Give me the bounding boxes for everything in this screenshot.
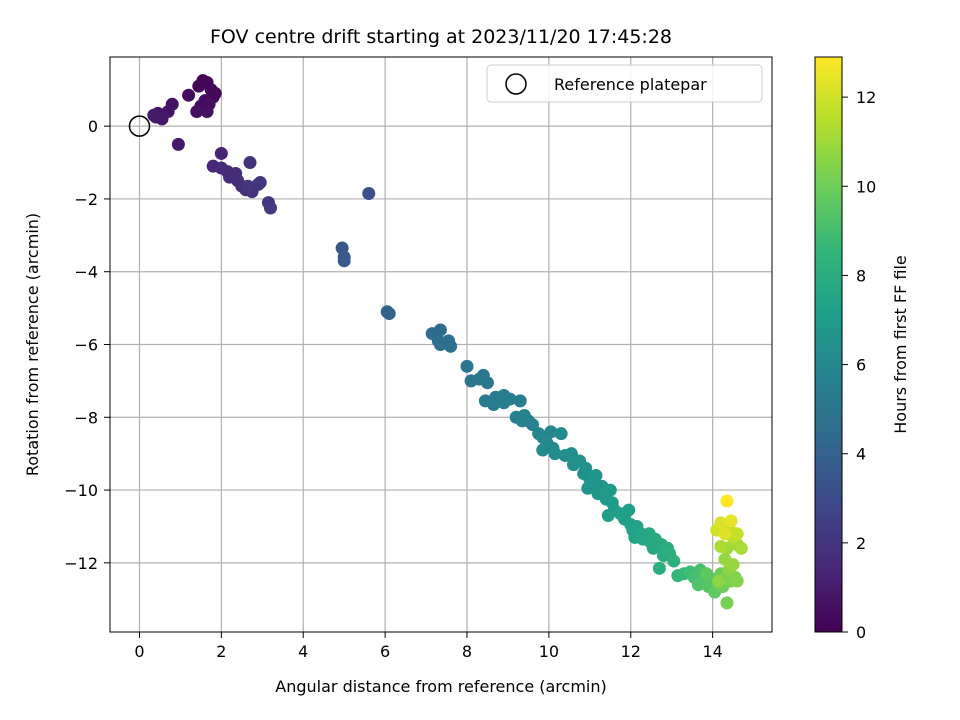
scatter-point [192,79,206,93]
legend: Reference platepar [486,64,763,103]
colorbar-tick-label: 2 [856,534,866,553]
y-tick-label: 0 [88,117,98,136]
scatter-point [214,146,228,160]
scatter-point [726,558,740,572]
scatter-point [589,469,603,483]
scatter-point [487,398,501,412]
chart-title: FOV centre drift starting at 2023/11/20 … [210,26,672,48]
colorbar-tick-label: 10 [856,177,876,196]
scatter-point [253,176,267,190]
scatter-point [190,105,204,119]
scatter-point [714,516,728,530]
scatter-point [362,186,376,200]
colorbar-label: Hours from first FF file [891,255,910,434]
colorbar-tick-label: 4 [856,445,866,464]
y-tick-label: −6 [74,336,98,355]
scatter-points [147,74,748,610]
scatter-point [730,527,744,541]
scatter-point [652,561,666,575]
y-axis-ticks: 0 −2 −4 −6 −8 −10 −12 [64,117,110,573]
x-axis-ticks: 0 2 4 6 8 10 12 14 [134,632,723,661]
legend-marker-circle [505,73,527,95]
scatter-point [581,481,595,495]
colorbar-tick-label: 6 [856,356,866,375]
y-tick-label: −4 [74,263,98,282]
scatter-point [720,596,734,610]
scatter-point [603,483,617,497]
scatter-point [712,574,726,588]
colorbar-tick-label: 8 [856,266,866,285]
scatter-point [147,108,161,122]
scatter-point [536,443,550,457]
y-tick-label: −10 [64,481,98,500]
scatter-point [548,447,562,461]
scatter-point [382,307,396,321]
scatter-point [337,254,351,268]
scatter-point [480,376,494,390]
scatter-point [241,179,255,193]
scatter-point [182,88,196,102]
x-tick-label: 14 [702,642,722,661]
colorbar-tick-label: 0 [856,623,866,642]
scatter-point [200,105,214,119]
y-tick-label: −2 [74,190,98,209]
x-tick-label: 0 [134,642,144,661]
x-tick-label: 4 [298,642,308,661]
y-axis-label: Rotation from reference (arcmin) [23,213,42,476]
scatter-point [503,392,517,406]
x-tick-label: 6 [380,642,390,661]
scatter-point [691,578,705,592]
x-tick-label: 8 [462,642,472,661]
scatter-point [622,503,636,517]
y-tick-label: −12 [64,554,98,573]
scatter-point [544,425,558,439]
scatter-point [460,359,474,373]
grid [110,57,772,632]
x-axis-label: Angular distance from reference (arcmin) [275,677,606,696]
y-tick-label: −8 [74,408,98,427]
scatter-point [513,394,527,408]
reference-marker [128,115,151,137]
scatter-point [554,427,568,441]
scatter-point [515,414,529,428]
legend-label: Reference platepar [554,75,707,94]
scatter-point [699,567,713,581]
x-tick-label: 12 [621,642,641,661]
colorbar-tick-label: 12 [856,88,876,107]
scatter-point [442,334,456,348]
colorbar: 0 2 4 6 8 10 12 Hours from first FF file [814,56,910,642]
scatter-point [714,539,728,553]
colorbar-ticks: 0 2 4 6 8 10 12 [842,88,876,642]
scatter-point [263,201,277,215]
x-tick-label: 10 [539,642,559,661]
scatter-point [730,574,744,588]
scatter-point [601,509,615,523]
scatter-point [720,494,734,508]
legend-box [486,64,763,103]
reference-point [128,115,151,137]
scatter-point [526,418,540,432]
colorbar-gradient [814,56,843,633]
scatter-point [724,514,738,528]
scatter-point [243,156,257,170]
scatter-point [171,137,185,151]
scatter-point [579,461,593,475]
scatter-point [667,554,681,568]
scatter-point [433,323,447,337]
scatter-point [718,527,732,541]
scatter-point [734,541,748,555]
x-tick-label: 2 [216,642,226,661]
